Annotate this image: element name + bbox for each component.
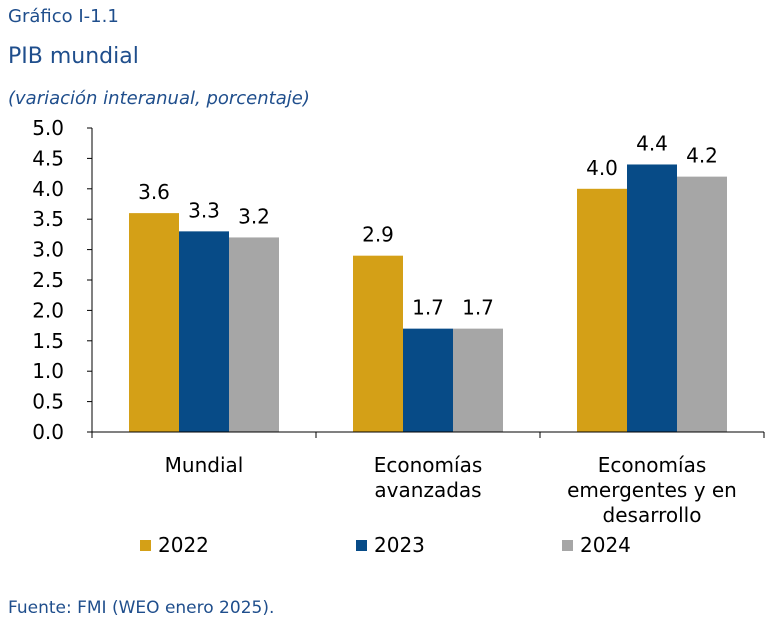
- data-label: 3.2: [238, 204, 270, 228]
- y-tick-label: 4.0: [32, 177, 64, 201]
- legend-label: 2023: [374, 533, 425, 557]
- data-label: 4.2: [686, 144, 718, 168]
- data-label: 1.7: [412, 296, 444, 320]
- data-label: 3.6: [138, 180, 170, 204]
- data-label: 1.7: [462, 296, 494, 320]
- bar: [179, 231, 229, 432]
- y-tick-label: 0.5: [32, 390, 64, 414]
- x-tick-label: avanzadas: [374, 478, 481, 502]
- y-tick-label: 0.0: [32, 420, 64, 444]
- y-tick-label: 3.5: [32, 207, 64, 231]
- chart-number: Gráfico I-1.1: [8, 6, 119, 27]
- bar: [129, 213, 179, 432]
- y-tick-label: 4.5: [32, 146, 64, 170]
- bar: [677, 176, 727, 432]
- bar: [229, 237, 279, 432]
- y-tick-label: 1.0: [32, 359, 64, 383]
- y-tick-label: 5.0: [32, 116, 64, 140]
- chart-subtitle: (variación interanual, porcentaje): [8, 88, 310, 109]
- legend-swatch: [356, 540, 367, 551]
- source-note: Fuente: FMI (WEO enero 2025).: [8, 598, 275, 618]
- y-tick-label: 1.5: [32, 329, 64, 353]
- legend-label: 2024: [580, 533, 631, 557]
- data-label: 4.4: [636, 131, 668, 155]
- x-tick-label: desarrollo: [603, 503, 702, 527]
- data-label: 4.0: [586, 156, 618, 180]
- bar: [453, 328, 503, 432]
- bar: [353, 255, 403, 432]
- y-tick-label: 2.5: [32, 268, 64, 292]
- bar: [403, 328, 453, 432]
- y-tick-label: 2.0: [32, 298, 64, 322]
- x-tick-label: Economías: [374, 453, 483, 477]
- x-tick-label: Mundial: [165, 453, 244, 477]
- chart-title: PIB mundial: [8, 44, 139, 69]
- legend-label: 2022: [158, 533, 209, 557]
- x-tick-label: Economías: [598, 453, 707, 477]
- legend-swatch: [140, 540, 151, 551]
- x-tick-label: emergentes y en: [567, 478, 737, 502]
- data-label: 2.9: [362, 223, 394, 247]
- bar: [627, 164, 677, 433]
- y-tick-label: 3.0: [32, 238, 64, 262]
- legend-swatch: [562, 540, 573, 551]
- bar: [577, 188, 627, 432]
- data-label: 3.3: [188, 198, 220, 222]
